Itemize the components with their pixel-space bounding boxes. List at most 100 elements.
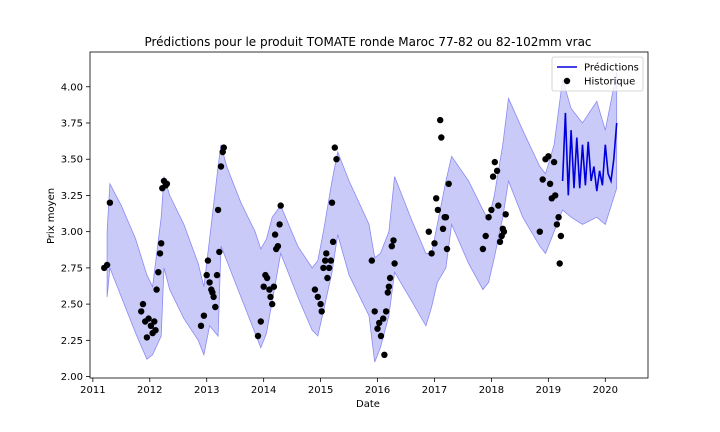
history-point: [434, 206, 442, 214]
history-point: [320, 264, 327, 272]
y-tick-label: 3.75: [61, 118, 83, 129]
history-point: [327, 257, 335, 264]
history-point: [158, 240, 165, 247]
history-point: [546, 180, 554, 187]
history-point: [139, 300, 147, 308]
y-tick-label: 3.00: [61, 227, 83, 238]
history-point: [381, 351, 388, 358]
history-point: [391, 260, 398, 267]
history-point: [439, 225, 447, 232]
history-point: [552, 192, 559, 199]
history-point: [155, 269, 162, 276]
y-tick-label: 3.50: [61, 155, 83, 166]
history-point: [382, 308, 390, 315]
history-point: [329, 238, 337, 245]
history-point: [143, 334, 151, 341]
history-point: [103, 261, 111, 269]
history-point: [431, 240, 438, 247]
y-tick-label: 2.00: [61, 372, 83, 383]
history-point: [147, 322, 155, 329]
history-point: [377, 332, 385, 340]
history-point: [254, 332, 262, 340]
history-point: [496, 238, 504, 245]
x-tick-label: 2012: [137, 385, 162, 396]
history-point: [317, 300, 324, 308]
x-tick-label: 2014: [251, 385, 276, 396]
history-point: [493, 167, 501, 174]
history-point: [274, 243, 282, 250]
y-tick-label: 2.25: [61, 336, 83, 347]
history-point: [220, 144, 227, 151]
history-point: [482, 232, 489, 240]
history-point: [212, 303, 219, 311]
history-point: [260, 283, 267, 290]
history-point: [217, 163, 225, 170]
history-point: [263, 274, 271, 282]
history-point: [491, 158, 498, 166]
history-point: [314, 293, 321, 301]
history-point: [438, 134, 445, 141]
history-point: [445, 180, 452, 187]
history-point: [500, 228, 508, 235]
history-point: [324, 274, 331, 282]
history-point: [269, 300, 276, 308]
history-point: [437, 116, 444, 124]
history-point: [197, 322, 205, 329]
history-point: [277, 202, 284, 209]
x-tick-label: 2016: [365, 385, 390, 396]
history-point: [204, 257, 212, 264]
history-point: [163, 180, 171, 187]
chart-title: Prédictions pour le produit TOMATE ronde…: [144, 35, 591, 49]
history-point: [151, 318, 158, 325]
history-point: [550, 158, 558, 166]
prediction-line: [561, 112, 618, 196]
y-tick-label: 2.75: [61, 263, 83, 274]
history-point: [443, 245, 451, 253]
history-point: [495, 202, 502, 209]
history-point: [257, 318, 264, 325]
history-point: [203, 271, 210, 279]
history-point: [267, 293, 274, 301]
history-point: [479, 245, 487, 253]
x-tick-label: 2011: [80, 385, 105, 396]
history-point: [214, 206, 222, 214]
history-point: [380, 315, 387, 322]
history-point: [384, 289, 391, 296]
x-tick-label: 2013: [194, 385, 219, 396]
history-point: [433, 195, 440, 202]
history-point: [210, 293, 217, 301]
legend-box: [551, 56, 644, 92]
history-point: [145, 315, 152, 322]
history-point: [271, 231, 279, 238]
y-axis-label: Prix moyen: [46, 188, 57, 244]
history-point: [325, 264, 333, 272]
history-point: [200, 312, 208, 319]
history-point: [156, 250, 164, 257]
history-point: [106, 199, 114, 206]
history-point: [331, 144, 338, 151]
x-tick-label: 2018: [479, 385, 504, 396]
y-tick-label: 4.00: [61, 82, 83, 93]
history-point: [206, 279, 213, 286]
x-tick-label: 2019: [536, 385, 561, 396]
x-tick-label: 2020: [593, 385, 618, 396]
history-point: [557, 232, 565, 240]
history-point: [488, 206, 495, 214]
history-point: [152, 327, 159, 334]
x-axis-label: Date: [356, 399, 380, 410]
history-point: [322, 257, 329, 264]
history-point: [553, 221, 561, 228]
history-point: [311, 286, 319, 293]
history-point: [216, 248, 223, 256]
history-point: [371, 308, 378, 315]
confidence-band: [106, 72, 618, 363]
history-point: [536, 228, 543, 235]
history-point: [539, 176, 546, 183]
history-point: [374, 325, 381, 332]
history-point: [318, 308, 325, 315]
history-point: [153, 286, 160, 293]
history-point: [138, 308, 145, 315]
history-point: [368, 257, 375, 264]
history-point: [555, 214, 562, 221]
